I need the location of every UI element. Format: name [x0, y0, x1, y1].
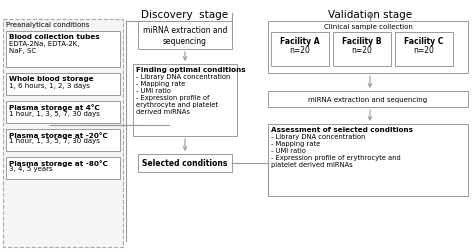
Text: miRNA extraction and
sequencing: miRNA extraction and sequencing [143, 26, 227, 46]
Text: 1 hour, 1, 3, 5, 7, 30 days: 1 hour, 1, 3, 5, 7, 30 days [9, 110, 100, 116]
Text: Discovery  stage: Discovery stage [141, 10, 228, 20]
Bar [3, 20, 123, 247]
Bar [6, 158, 120, 179]
Text: Plasma storage at -80°C: Plasma storage at -80°C [9, 159, 108, 166]
Text: Selected conditions: Selected conditions [142, 159, 228, 168]
Bar [133, 65, 237, 137]
Text: Facility B: Facility B [342, 37, 382, 46]
Text: miRNA extraction and sequencing: miRNA extraction and sequencing [309, 97, 428, 103]
Text: n=20: n=20 [290, 46, 310, 55]
Text: n=20: n=20 [413, 46, 435, 55]
Bar [138, 22, 232, 50]
Bar [6, 32, 120, 68]
Bar [138, 154, 232, 172]
Text: Facility C: Facility C [404, 37, 444, 46]
Text: Plasma storage at 4°C: Plasma storage at 4°C [9, 104, 100, 110]
Text: Validation stage: Validation stage [328, 10, 412, 20]
Bar [6, 130, 120, 151]
Text: 3, 4, 5 years: 3, 4, 5 years [9, 166, 53, 172]
Text: - Library DNA concentration
- Mapping rate
- UMI ratio
- Expression profile of e: - Library DNA concentration - Mapping ra… [271, 134, 401, 167]
Bar [333, 33, 391, 67]
Bar [6, 102, 120, 123]
Bar [271, 33, 329, 67]
Bar [268, 22, 468, 74]
Text: Assessment of selected conditions: Assessment of selected conditions [271, 127, 413, 133]
Bar [6, 74, 120, 96]
Text: Finding optimal conditions: Finding optimal conditions [136, 67, 246, 73]
Text: - Library DNA concentration
- Mapping rate
- UMI ratio
- Expression profile of
e: - Library DNA concentration - Mapping ra… [136, 74, 230, 115]
Text: EDTA-2Na, EDTA-2K,
NaF, SC: EDTA-2Na, EDTA-2K, NaF, SC [9, 40, 80, 53]
Text: 1, 6 hours, 1, 2, 3 days: 1, 6 hours, 1, 2, 3 days [9, 82, 90, 88]
Bar [395, 33, 453, 67]
Text: Preanalytical conditions: Preanalytical conditions [6, 22, 90, 28]
Text: Clinical sample collection: Clinical sample collection [324, 24, 412, 30]
Text: Blood collection tubes: Blood collection tubes [9, 34, 100, 40]
Text: 1 hour, 1, 3, 5, 7, 30 days: 1 hour, 1, 3, 5, 7, 30 days [9, 138, 100, 144]
Bar [268, 124, 468, 196]
Text: Facility A: Facility A [280, 37, 320, 46]
Text: Plasma storage at -20°C: Plasma storage at -20°C [9, 132, 108, 138]
Bar [268, 92, 468, 108]
Text: n=20: n=20 [352, 46, 373, 55]
Text: Whole blood storage: Whole blood storage [9, 76, 94, 82]
